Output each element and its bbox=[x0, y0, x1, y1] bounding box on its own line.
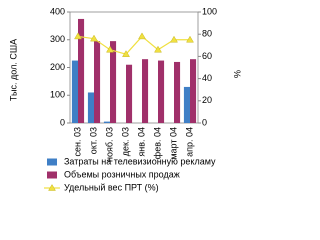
legend-label: Объемы розничных продаж bbox=[64, 169, 180, 179]
x-tick-label: сен. 03 bbox=[72, 127, 82, 157]
x-tick-label: дек. 03 bbox=[120, 127, 130, 156]
bar bbox=[142, 59, 149, 123]
bar bbox=[71, 60, 78, 123]
legend-swatch bbox=[47, 158, 57, 166]
bar bbox=[190, 59, 197, 123]
y2-tick-label: 40 bbox=[202, 73, 212, 83]
bar bbox=[158, 60, 165, 123]
y2-tick-label: 80 bbox=[202, 29, 212, 39]
legend-label: Удельный вес ПРТ (%) bbox=[64, 182, 159, 192]
line-marker bbox=[170, 35, 178, 43]
y-tick-label: 0 bbox=[60, 117, 65, 127]
x-tick-label: фев. 04 bbox=[152, 127, 162, 159]
x-tick-label: янв. 04 bbox=[136, 127, 146, 157]
legend-label: Затраты на телевизионную рекламу bbox=[64, 156, 216, 166]
bar bbox=[183, 86, 190, 123]
bar bbox=[87, 92, 94, 123]
y-tick-label: 200 bbox=[50, 62, 65, 72]
line-marker bbox=[74, 32, 82, 40]
bar bbox=[174, 61, 181, 123]
line-marker bbox=[154, 45, 162, 53]
y2-tick-label: 20 bbox=[202, 95, 212, 105]
line-marker bbox=[122, 50, 130, 57]
line-marker bbox=[90, 34, 98, 42]
line-marker bbox=[186, 35, 194, 43]
line-marker bbox=[138, 32, 146, 40]
legend-swatch bbox=[47, 171, 57, 179]
y-tick-label: 300 bbox=[50, 34, 65, 44]
bar bbox=[78, 18, 85, 123]
y-tick-label: 100 bbox=[50, 90, 65, 100]
chart: Тыс. дол. США % 0 100 200 300 400 0 20 40 60 80 10… bbox=[8, 6, 242, 192]
line-marker bbox=[106, 45, 114, 53]
x-tick-label: окт. 03 bbox=[88, 127, 98, 154]
bar bbox=[103, 121, 110, 123]
y-tick-label: 400 bbox=[50, 6, 65, 16]
bar bbox=[126, 64, 133, 123]
legend-marker bbox=[48, 184, 56, 191]
bar bbox=[94, 41, 101, 124]
y2-axis-label: % bbox=[232, 70, 242, 78]
y-axis-label: Тыс. дол. США bbox=[8, 39, 18, 101]
x-tick-label: нояб. 03 bbox=[104, 127, 114, 162]
x-tick-label: март 04 bbox=[168, 127, 178, 160]
y2-tick-label: 100 bbox=[202, 6, 217, 16]
x-tick-label: апр. 04 bbox=[184, 127, 194, 157]
y2-tick-label: 60 bbox=[202, 51, 212, 61]
bar bbox=[110, 41, 117, 124]
y2-tick-label: 0 bbox=[202, 117, 207, 127]
